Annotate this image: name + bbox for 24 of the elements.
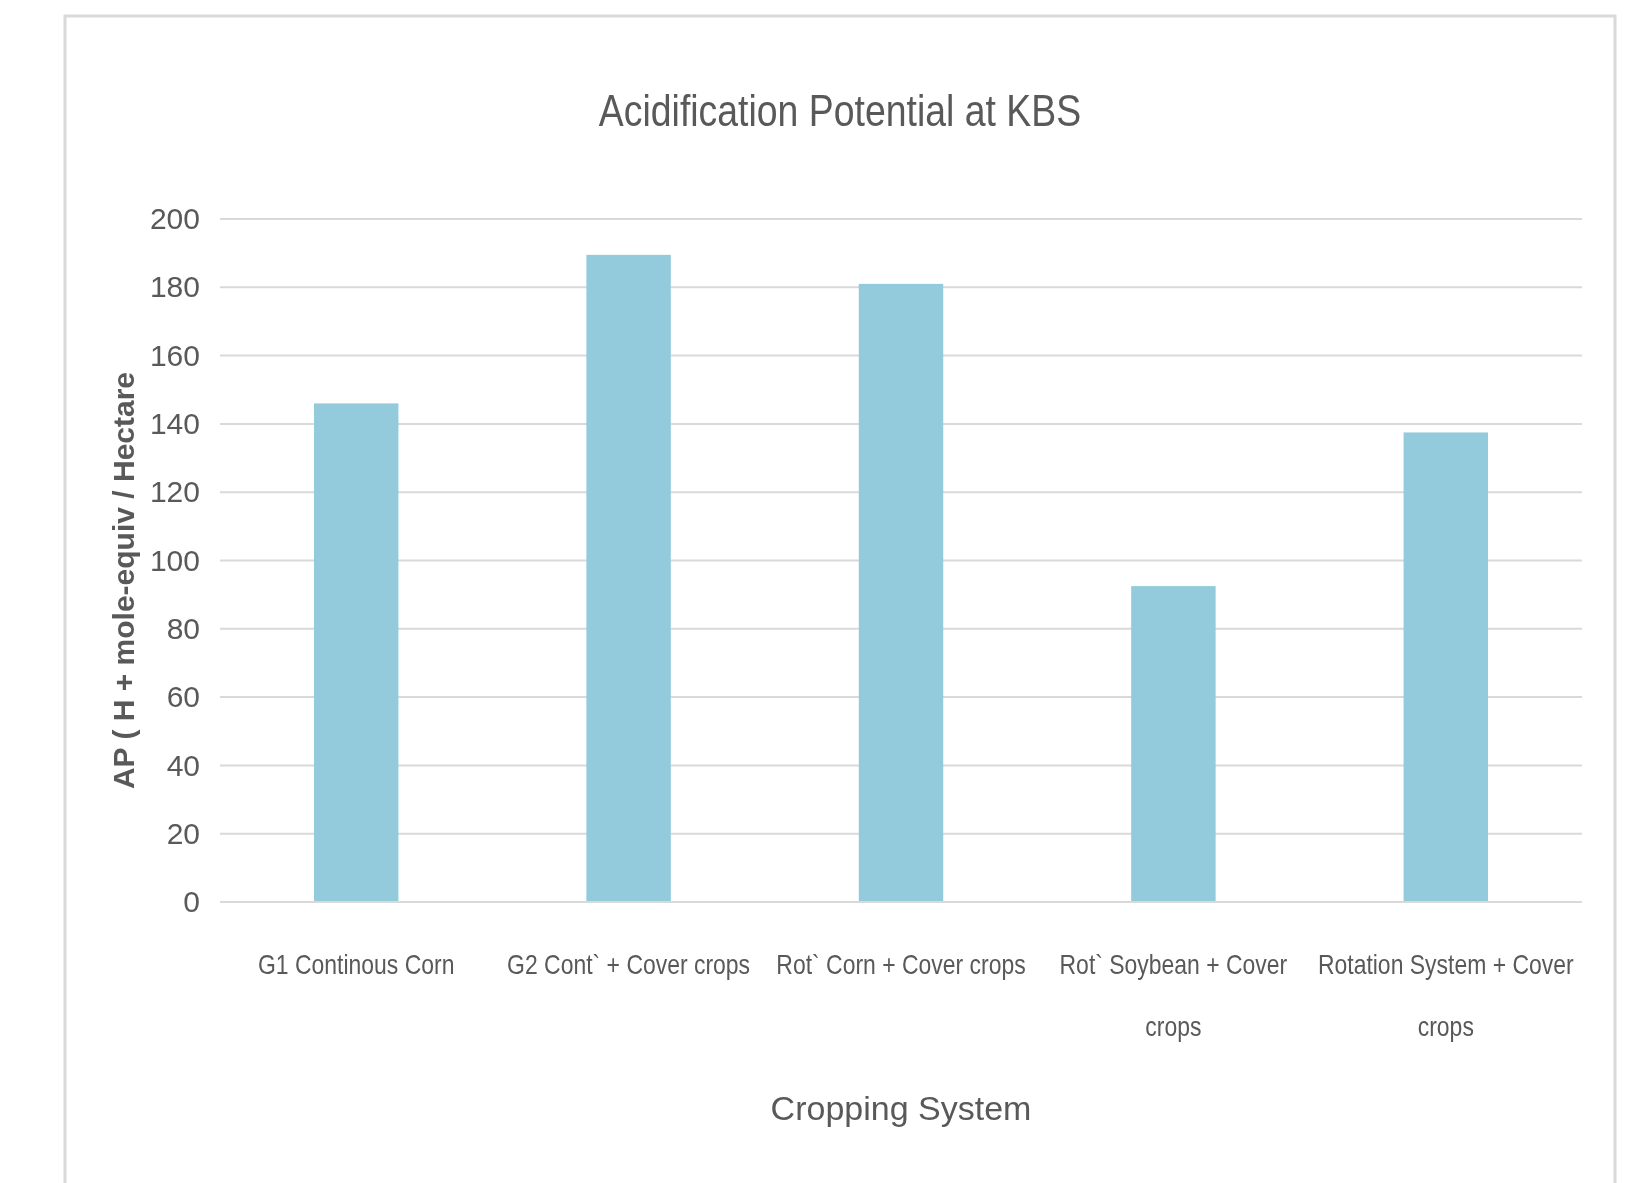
y-tick-label: 180 bbox=[149, 270, 200, 304]
chart-title: Acidification Potential at KBS bbox=[598, 86, 1082, 136]
y-tick-label: 20 bbox=[166, 816, 200, 850]
x-tick-label: G1 Continous Corn bbox=[257, 948, 455, 980]
y-tick-label: 160 bbox=[149, 338, 200, 372]
y-tick-label: 0 bbox=[183, 885, 200, 919]
x-tick-label: Rot` Corn + Cover crops bbox=[776, 948, 1026, 980]
bar bbox=[1131, 586, 1216, 902]
x-axis-title: Cropping System bbox=[770, 1089, 1032, 1127]
y-tick-label: 80 bbox=[166, 611, 200, 645]
y-tick-label: 100 bbox=[149, 543, 200, 577]
y-tick-label: 140 bbox=[149, 407, 200, 440]
x-tick-label: Rot` Soybean + Cover crops bbox=[1059, 948, 1288, 1042]
bar bbox=[313, 403, 399, 902]
y-tick-label: 60 bbox=[166, 680, 200, 714]
y-tick-label: 200 bbox=[149, 202, 200, 236]
x-tick-label: G2 Cont` + Cover crops bbox=[507, 948, 751, 980]
y-axis-title: AP ( H + mole-equiv / Hectare bbox=[107, 371, 140, 790]
x-tick-label: Rotation System + Cover crops bbox=[1317, 948, 1575, 1042]
y-tick-label: 40 bbox=[166, 748, 200, 782]
bar bbox=[858, 283, 944, 902]
y-tick-label: 120 bbox=[149, 475, 200, 509]
bar bbox=[1403, 432, 1489, 902]
bar bbox=[586, 254, 671, 902]
